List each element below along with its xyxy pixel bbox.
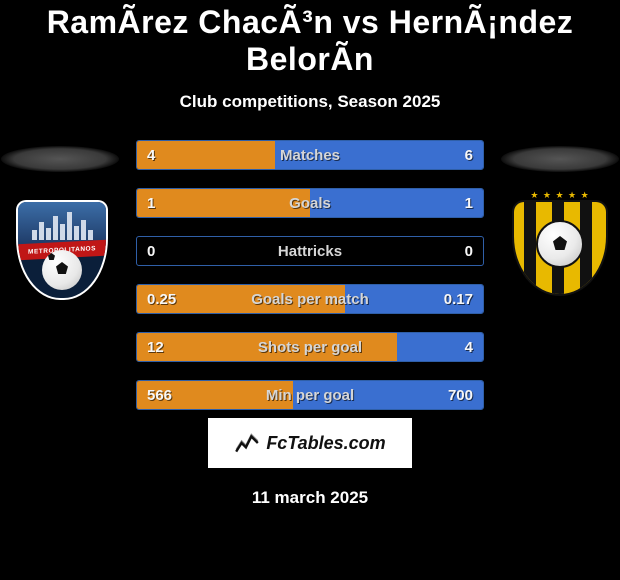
stat-value-left: 566 xyxy=(137,381,182,409)
brand-text: FcTables.com xyxy=(266,433,385,454)
stat-value-right: 700 xyxy=(438,381,483,409)
soccer-ball-icon xyxy=(536,220,584,268)
right-club-column: ★ ★ ★ ★ ★ xyxy=(500,140,620,300)
chart-line-icon xyxy=(234,430,260,456)
stat-row: 0 0Hattricks xyxy=(136,236,484,266)
shadow-ellipse-icon xyxy=(501,146,619,172)
stat-value-left: 0.25 xyxy=(137,285,186,313)
stat-fill-right xyxy=(275,141,483,169)
stat-value-right: 4 xyxy=(455,333,483,361)
stat-row: 11Goals xyxy=(136,188,484,218)
stat-value-left: 12 xyxy=(137,333,174,361)
soccer-ball-icon xyxy=(42,250,82,290)
stat-label: Hattricks xyxy=(137,237,483,265)
stat-bars: 46Matches11Goals00Hattricks0.250.17Goals… xyxy=(136,140,484,428)
stat-fill-left xyxy=(137,333,397,361)
stat-value-left: 4 xyxy=(137,141,165,169)
left-club-column: METROPOLITANOS xyxy=(0,140,120,300)
stat-value-left: 1 xyxy=(137,189,165,217)
comparison-area: METROPOLITANOS ★ ★ ★ ★ ★ 46Matches11Goal… xyxy=(0,140,620,410)
stat-value-right: 1 xyxy=(455,189,483,217)
shield-icon: METROPOLITANOS xyxy=(16,200,104,296)
stat-row: 0.250.17Goals per match xyxy=(136,284,484,314)
stat-row: 566700Min per goal xyxy=(136,380,484,410)
right-club-logo: ★ ★ ★ ★ ★ xyxy=(510,200,610,300)
left-club-logo: METROPOLITANOS xyxy=(10,200,110,300)
stat-value-right: 0.17 xyxy=(434,285,483,313)
stat-value-left: 0 xyxy=(137,237,165,265)
stat-value-right: 0 xyxy=(455,237,483,265)
date-text: 11 march 2025 xyxy=(0,488,620,508)
page-subtitle: Club competitions, Season 2025 xyxy=(0,92,620,112)
infographic-root: RamÃ­rez ChacÃ³n vs HernÃ¡ndez BelorÃ­n … xyxy=(0,0,620,580)
shadow-ellipse-icon xyxy=(1,146,119,172)
stat-value-right: 6 xyxy=(455,141,483,169)
stat-row: 124Shots per goal xyxy=(136,332,484,362)
stat-row: 46Matches xyxy=(136,140,484,170)
crest-icon: ★ ★ ★ ★ ★ xyxy=(512,200,608,300)
page-title: RamÃ­rez ChacÃ³n vs HernÃ¡ndez BelorÃ­n xyxy=(0,0,620,78)
